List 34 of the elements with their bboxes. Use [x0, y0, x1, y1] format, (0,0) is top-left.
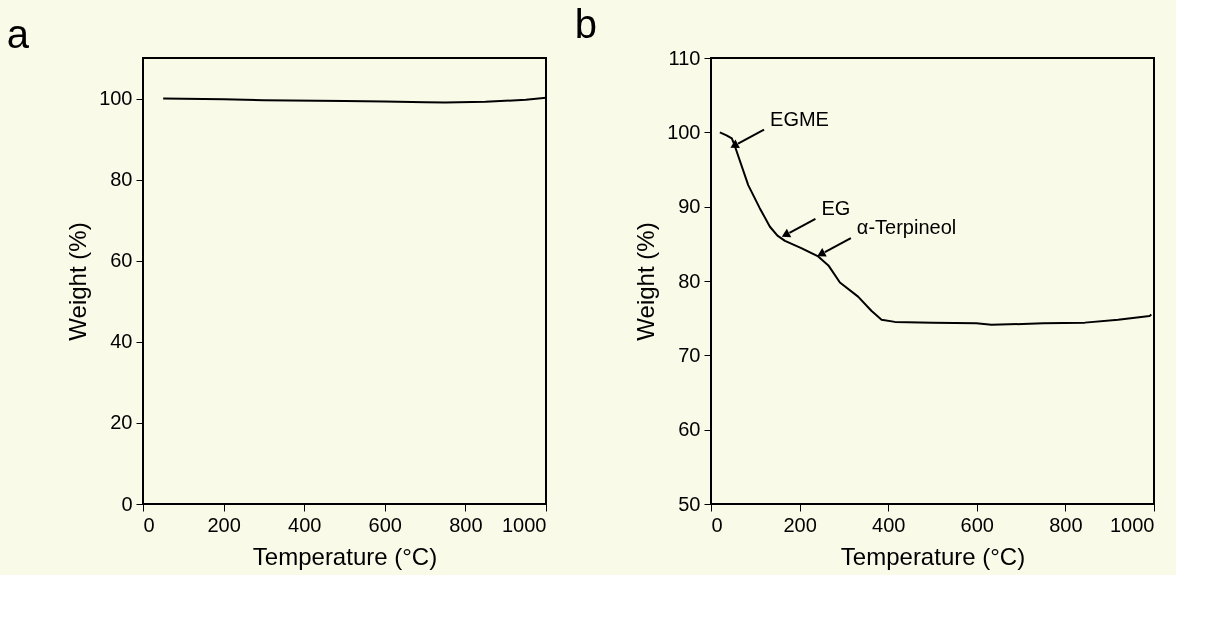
x-tick-label: 400 — [288, 513, 322, 536]
annotation: EG — [821, 196, 851, 219]
y-tick-label: 60 — [110, 249, 133, 272]
x-tick-label: 1000 — [1110, 513, 1155, 536]
y-tick-label: 80 — [678, 269, 701, 292]
x-tick-label: 600 — [368, 513, 402, 536]
x-tick-label: 200 — [783, 513, 817, 536]
x-tick-label: 800 — [449, 513, 483, 536]
y-tick-label: 60 — [678, 418, 701, 441]
x-tick-label: 400 — [872, 513, 906, 536]
x-axis-title: Temperature (°C) — [252, 542, 438, 570]
y-tick-label: 40 — [110, 330, 133, 353]
y-axis-title: Weight (%) — [64, 222, 92, 341]
y-tick-label: 90 — [678, 195, 701, 218]
y-tick-label: 100 — [667, 120, 701, 143]
y-tick-label: 80 — [110, 168, 133, 191]
chart-title: a — [6, 12, 30, 56]
chart-title: b — [574, 2, 597, 46]
y-tick-label: 50 — [678, 492, 701, 515]
x-tick-label: 600 — [960, 513, 994, 536]
y-tick-label: 110 — [668, 46, 701, 69]
x-tick-label: 200 — [207, 513, 241, 536]
x-axis-title: Temperature (°C) — [840, 542, 1026, 570]
x-tick-label: 0 — [711, 513, 723, 536]
y-tick-label: 20 — [110, 411, 133, 434]
annotation: α-Terpineol — [856, 216, 957, 239]
x-tick-label: 1000 — [502, 513, 547, 536]
y-tick-label: 70 — [678, 343, 701, 366]
y-tick-label: 0 — [121, 492, 133, 515]
annotation: EGME — [770, 107, 829, 130]
y-tick-label: 100 — [99, 87, 133, 110]
y-axis-title: Weight (%) — [632, 222, 660, 341]
x-tick-label: 0 — [143, 513, 155, 536]
x-tick-label: 800 — [1049, 513, 1083, 536]
